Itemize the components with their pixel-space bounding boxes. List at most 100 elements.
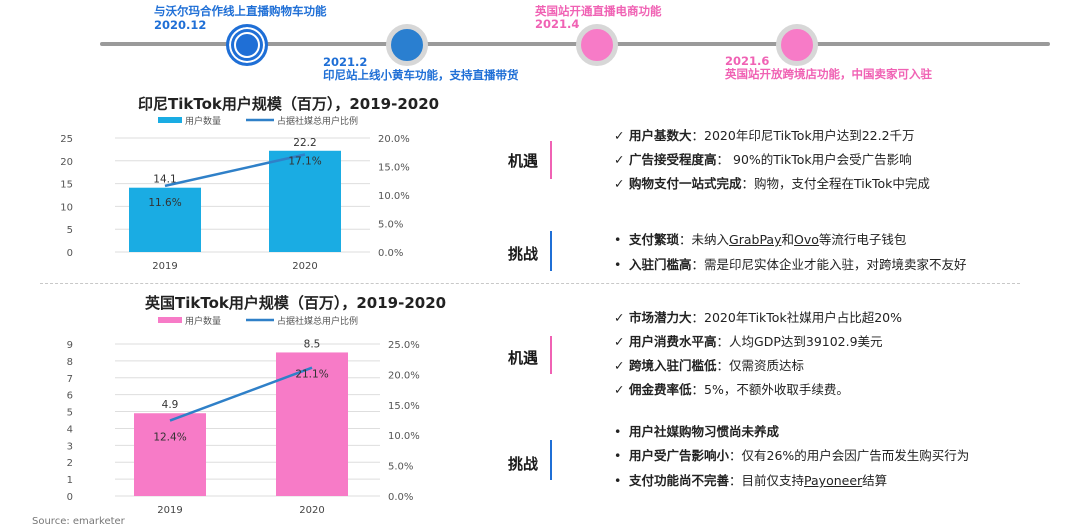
y-left-tick-label: 1 [67, 475, 73, 486]
uk-challenge-point-3: • 支付功能尚不完善：目前仅支持Payoneer结算 [614, 473, 888, 488]
uk-challenge-bar [550, 440, 552, 480]
y-right-tick-label: 15.0% [378, 163, 410, 174]
milestone-3-desc: 英国站开通直播电商功能 [535, 4, 662, 18]
x-tick-label: 2020 [292, 261, 317, 272]
bar-2019 [134, 413, 206, 496]
y-left-tick-label: 10 [60, 202, 73, 213]
line-value-label: 12.4% [153, 432, 186, 444]
legend-bar-label: 用户数量 [185, 315, 221, 327]
id-challenge-label: 挑战 [508, 245, 539, 263]
milestone-3-date: 2021.4 [535, 17, 580, 31]
bar-2020 [269, 150, 341, 252]
line-value-label: 17.1% [288, 156, 321, 168]
check-icon: ✓ [614, 382, 625, 397]
bar-value-label: 4.9 [162, 399, 179, 411]
bullet-icon: • [614, 232, 622, 247]
id-opportunity-label: 机遇 [508, 152, 539, 170]
bullet-icon: • [614, 448, 622, 463]
bar-value-label: 14.1 [153, 174, 176, 186]
milestone-2-date: 2021.2 [323, 55, 368, 69]
line-series-share [164, 153, 306, 188]
y-left-tick-label: 0 [67, 492, 73, 503]
y-left-tick-label: 2 [67, 458, 73, 469]
id-opportunity-point-1: ✓ 用户基数大：2020年印尼TikTok用户达到22.2千万 [614, 128, 915, 143]
check-icon: ✓ [614, 176, 625, 191]
line-value-label: 11.6% [148, 197, 181, 209]
bullet-icon: • [614, 473, 622, 488]
uk-challenge-label: 挑战 [508, 455, 539, 473]
bar-2019 [129, 187, 201, 252]
legend-bar-swatch [158, 317, 182, 323]
legend-bar-swatch [158, 117, 182, 123]
line-series-share [169, 366, 313, 422]
milestone-1-desc: 与沃尔玛合作线上直播购物车功能 [154, 4, 327, 18]
y-left-tick-label: 15 [60, 180, 73, 191]
milestone-node-3 [576, 24, 618, 66]
chart-2-title: 英国TikTok用户规模（百万），2019-2020 [145, 294, 447, 312]
y-left-tick-label: 20 [60, 157, 73, 168]
chart-1-title: 印尼TikTok用户规模（百万），2019-2020 [138, 95, 440, 113]
y-left-tick-label: 0 [67, 248, 73, 259]
check-icon: ✓ [614, 128, 625, 143]
id-opportunity-point-3: ✓ 购物支付一站式完成：购物，支付全程在TikTok中完成 [614, 176, 930, 191]
y-right-tick-label: 20.0% [378, 134, 410, 145]
check-icon: ✓ [614, 310, 625, 325]
chart-1-indonesia-users: 用户数量 占据社媒总用户比例 0 5 10 15 20 25 0.0% 5.0% 10.0% 15.0… [60, 115, 410, 272]
milestone-1-date: 2020.12 [154, 18, 207, 32]
milestone-4-desc: 英国站开放跨境店功能，中国卖家可入驻 [725, 67, 932, 81]
y-right-tick-label: 5.0% [388, 462, 413, 473]
uk-opportunity-point-3: ✓ 跨境入驻门槛低：仅需资质达标 [614, 358, 805, 373]
uk-opportunity-bar [550, 336, 552, 374]
y-left-tick-label: 8 [67, 357, 73, 368]
section-divider [40, 283, 1020, 284]
uk-opportunity-point-1: ✓ 市场潜力大：2020年TikTok社媒用户占比超20% [614, 310, 902, 325]
x-tick-label: 2019 [157, 505, 182, 516]
uk-challenge-point-1: • 用户社媒购物习惯尚未养成 [614, 424, 780, 439]
y-right-tick-label: 10.0% [378, 191, 410, 202]
milestone-node-2 [386, 24, 428, 66]
check-icon: ✓ [614, 334, 625, 349]
bar-value-label: 8.5 [304, 338, 321, 350]
uk-opportunity-point-4: ✓ 佣金费率低：5%，不额外收取手续费。 [614, 382, 849, 397]
milestone-4-date: 2021.6 [725, 54, 770, 68]
y-right-tick-label: 0.0% [388, 492, 413, 503]
y-left-tick-label: 4 [67, 424, 73, 435]
y-left-tick-label: 9 [67, 340, 73, 351]
y-left-tick-label: 3 [67, 441, 73, 452]
y-left-tick-label: 25 [60, 134, 73, 145]
legend-bar-label: 用户数量 [185, 115, 221, 127]
y-right-tick-label: 0.0% [378, 248, 403, 259]
y-left-tick-label: 7 [67, 374, 73, 385]
check-icon: ✓ [614, 358, 625, 373]
chart-2-uk-users: 用户数量 占据社媒总用户比例 0 1 2 3 4 5 6 7 8 9 0.0% 5.0% 10.0% 15.0… [67, 315, 420, 516]
milestone-2-desc: 印尼站上线小黄车功能，支持直播带货 [323, 68, 519, 82]
line-value-label: 21.1% [295, 369, 328, 381]
y-right-tick-label: 25.0% [388, 340, 420, 351]
uk-opportunity-point-2: ✓ 用户消费水平高：人均GDP达到39102.9美元 [614, 334, 883, 349]
uk-opportunity-label: 机遇 [508, 349, 539, 367]
x-tick-label: 2019 [152, 261, 177, 272]
y-left-tick-label: 5 [67, 225, 73, 236]
bullet-icon: • [614, 424, 622, 439]
id-opportunity-point-2: ✓ 广告接受程度高： 90%的TikTok用户会受广告影响 [614, 152, 912, 167]
source-note: Source: emarketer [32, 516, 125, 527]
bullet-icon: • [614, 257, 622, 272]
uk-challenge-point-2: • 用户受广告影响小：仅有26%的用户会因广告而发生购买行为 [614, 448, 970, 463]
legend-line-label: 占据社媒总用户比例 [277, 115, 358, 127]
id-challenge-point-1: • 支付繁琐：未纳入GrabPay和Ovo等流行电子钱包 [614, 232, 907, 247]
y-left-tick-label: 6 [67, 391, 73, 402]
id-challenge-point-2: • 入驻门槛高：需是印尼实体企业才能入驻，对跨境卖家不友好 [614, 257, 967, 272]
timeline-axis [100, 42, 1050, 46]
y-right-tick-label: 20.0% [388, 370, 420, 381]
check-icon: ✓ [614, 152, 625, 167]
id-challenge-bar [550, 231, 552, 271]
legend-line-label: 占据社媒总用户比例 [277, 315, 358, 327]
y-right-tick-label: 15.0% [388, 401, 420, 412]
bar-value-label: 22.2 [293, 137, 316, 149]
milestone-node-1 [226, 24, 268, 66]
x-tick-label: 2020 [299, 505, 324, 516]
milestone-node-4 [776, 24, 818, 66]
y-right-tick-label: 10.0% [388, 431, 420, 442]
y-left-tick-label: 5 [67, 408, 73, 419]
id-opportunity-bar [550, 141, 552, 179]
